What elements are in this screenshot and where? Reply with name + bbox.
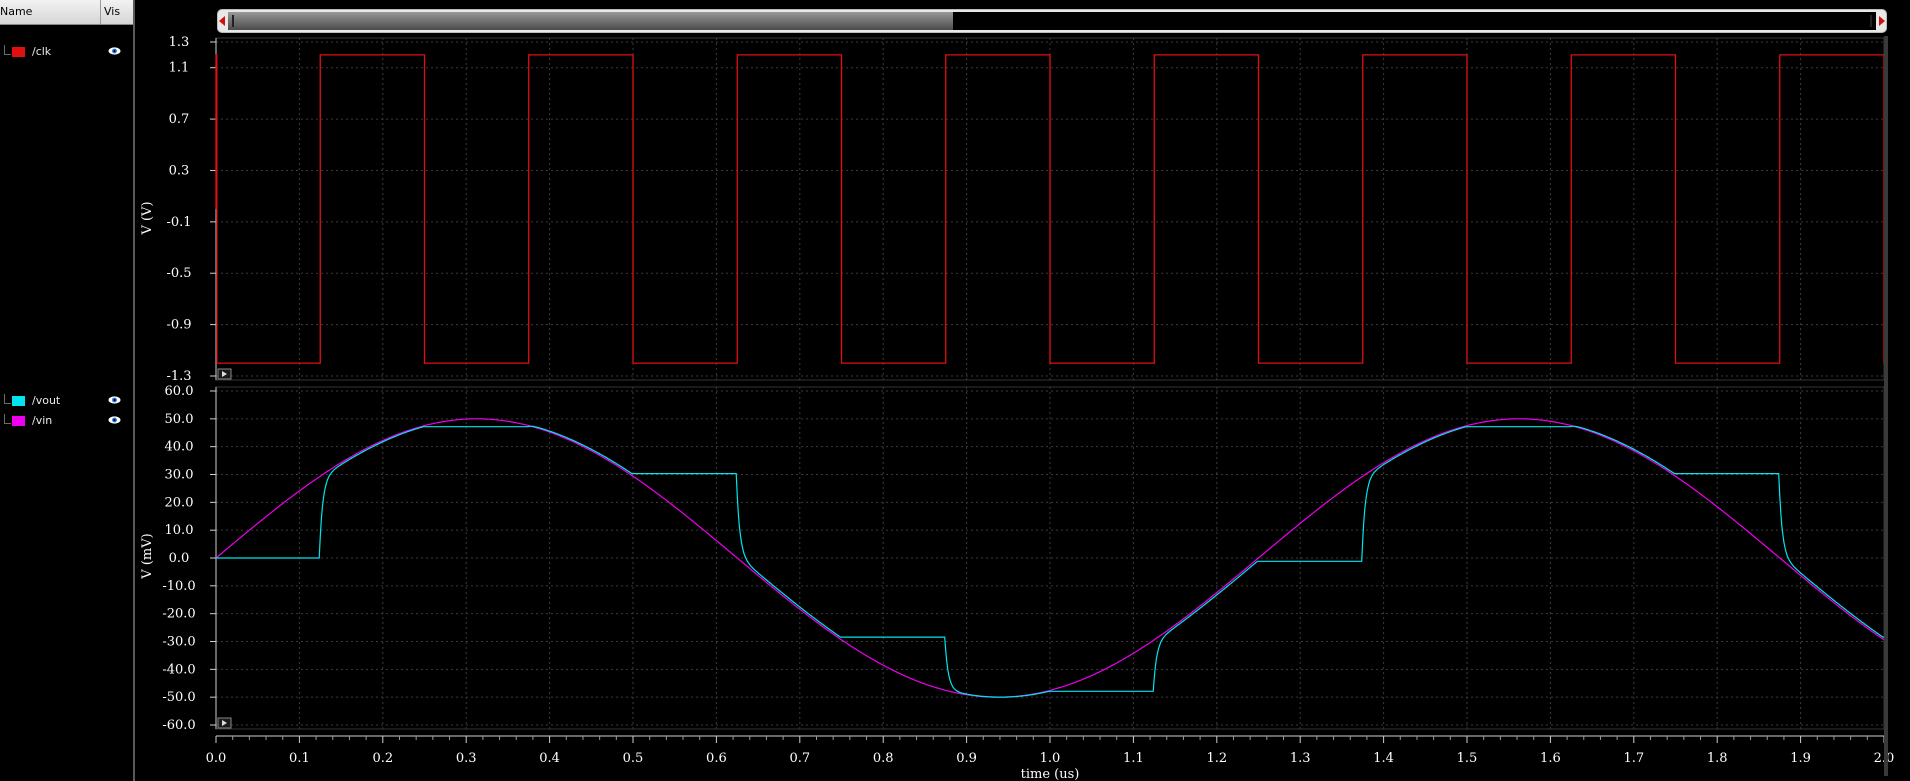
y-tick-label: -60.0 (162, 718, 195, 733)
x-tick-label: 1.5 (1457, 751, 1478, 766)
series-vout-line (216, 425, 1884, 698)
play-icon-glyph (222, 720, 227, 726)
y-tick-label: 1.3 (169, 35, 190, 50)
y-tick-label: -1.3 (166, 369, 191, 384)
x-tick-label: 1.3 (1290, 751, 1311, 766)
name-column-header[interactable]: Name (0, 5, 33, 18)
x-tick-label: 0.3 (456, 751, 477, 766)
y-tick-label: 1.1 (169, 61, 190, 76)
y-tick-label: 50.0 (165, 412, 194, 427)
column-divider[interactable] (100, 0, 101, 24)
x-tick-label: 0.2 (372, 751, 393, 766)
scroll-left-arrow-icon[interactable] (219, 16, 225, 26)
strip-play-icon[interactable] (217, 717, 232, 729)
scrollbar-thumb[interactable] (228, 12, 954, 30)
y-axis-label-top: V (V) (140, 201, 155, 235)
vis-column-header[interactable]: Vis (104, 5, 121, 18)
signal-list-header: Name Vis (0, 0, 133, 25)
scrollbar-trough[interactable] (228, 12, 1876, 30)
signal-color-swatch (12, 47, 25, 57)
y-tick-label: -10.0 (162, 579, 195, 594)
eye-icon[interactable] (108, 415, 121, 425)
eye-icon[interactable] (108, 46, 121, 56)
signal-row-clk[interactable]: /clk (0, 44, 130, 60)
y-tick-label: -30.0 (162, 635, 195, 650)
plot-right-border (1884, 36, 1888, 776)
tree-connector (4, 45, 11, 55)
series-clk-line (215, 54, 1885, 364)
x-tick-label: 1.4 (1373, 751, 1394, 766)
eye-icon[interactable] (108, 395, 121, 405)
x-tick-label: 0.5 (623, 751, 644, 766)
time-scrollbar[interactable] (217, 9, 1887, 33)
x-axis-label: time (us) (1021, 767, 1080, 781)
y-tick-label: -50.0 (162, 690, 195, 705)
x-tick-label: 1.0 (1040, 751, 1061, 766)
x-tick-label: 1.6 (1540, 751, 1561, 766)
y-tick-label: -40.0 (162, 662, 195, 677)
signal-list-panel: Name Vis /clk /vout /vin (0, 0, 135, 781)
signal-row-vin[interactable]: /vin (0, 413, 130, 429)
x-tick-label: 1.8 (1707, 751, 1728, 766)
tree-connector (4, 394, 11, 404)
strip-vin-vout[interactable]: 60.0 50.0 40.0 30.0 20.0 10.0 0.0 -10.0 -20.0 -30… (162, 384, 1885, 733)
x-tick-label: 0.4 (539, 751, 560, 766)
left-zoom-handle[interactable] (232, 15, 234, 27)
x-tick-label: 0.0 (206, 751, 227, 766)
x-tick-label: 0.1 (289, 751, 310, 766)
y-tick-label: 0.7 (169, 112, 190, 127)
play-icon-glyph (222, 371, 227, 377)
x-tick-label: 1.7 (1623, 751, 1644, 766)
series-vin-line (215, 418, 1885, 698)
x-tick-label: 1.2 (1206, 751, 1227, 766)
y-tick-label: -20.0 (162, 607, 195, 622)
signal-label: /vout (32, 394, 61, 407)
y-tick-label: 0.0 (169, 551, 190, 566)
time-axis: 0.0 0.1 0.2 0.3 0.4 0.5 0.6 0.7 0.8 0.9 1.0 1.1 1.2 1… (206, 735, 1894, 766)
y-tick-label: 30.0 (165, 468, 194, 483)
y-tick-label: 40.0 (165, 440, 194, 455)
strip-clk[interactable]: 1.3 1.1 0.7 0.3 -0.1 -0.5 -0.9 -1.3 (166, 35, 1885, 384)
x-tick-label: 0.6 (706, 751, 727, 766)
scroll-right-arrow-icon[interactable] (1879, 16, 1885, 26)
signal-color-swatch (12, 416, 25, 426)
y-tick-label: -0.5 (166, 266, 191, 281)
y-tick-label: -0.9 (166, 318, 191, 333)
right-zoom-handle[interactable] (1870, 15, 1872, 27)
x-tick-label: 1.9 (1790, 751, 1811, 766)
x-tick-label: 0.7 (789, 751, 810, 766)
x-tick-label: 1.1 (1123, 751, 1144, 766)
y-tick-label: 20.0 (165, 495, 194, 510)
tree-connector (4, 414, 11, 424)
signal-row-vout[interactable]: /vout (0, 393, 130, 409)
y-tick-label: -0.1 (166, 215, 191, 230)
signal-label: /vin (32, 414, 53, 427)
y-tick-label: 10.0 (165, 523, 194, 538)
x-tick-label: 0.8 (873, 751, 894, 766)
x-tick-label: 0.9 (956, 751, 977, 766)
strip-play-icon[interactable] (217, 368, 232, 380)
y-tick-label: 0.3 (169, 163, 190, 178)
signal-color-swatch (12, 396, 25, 406)
signal-label: /clk (32, 45, 52, 58)
y-axis-label-bottom: V (mV) (140, 533, 155, 579)
y-tick-label: 60.0 (165, 384, 194, 399)
